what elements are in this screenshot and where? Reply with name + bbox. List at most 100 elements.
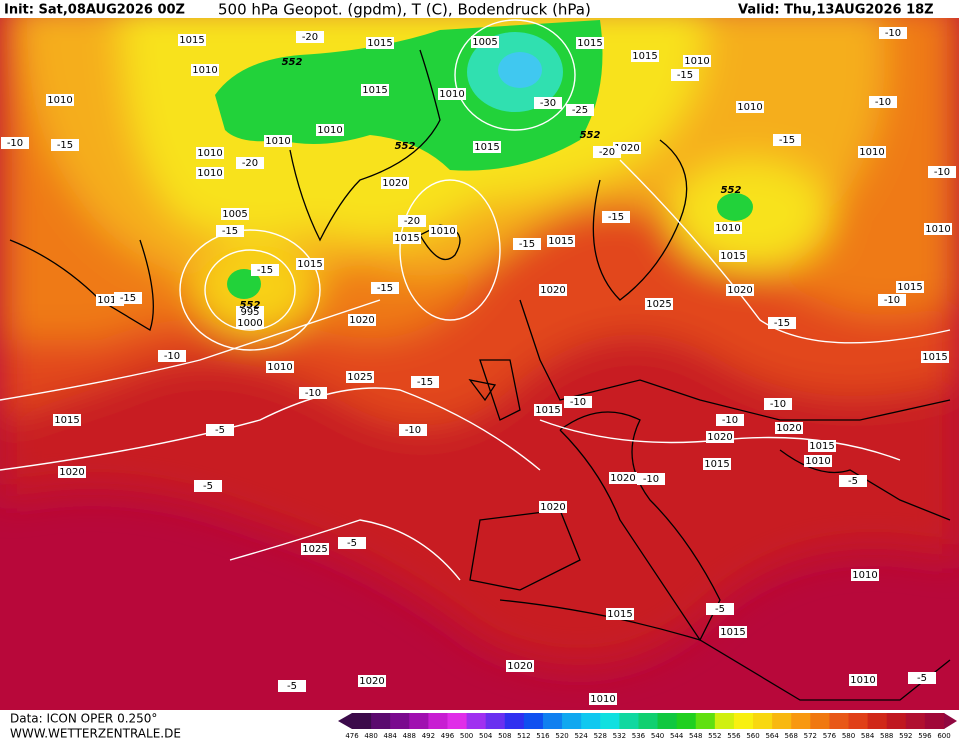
isobar-label: 1010 [805,456,830,467]
colorbar-label: 520 [555,732,568,740]
temperature-label-box [114,292,142,304]
isobar-label-box [429,225,457,237]
isobar-label: 1010 [925,224,950,235]
isobar-label: 1020 [359,676,384,687]
temperature-label-box [716,414,744,426]
isobar-label: 1010 [715,223,740,234]
isobar-label: 1010 [265,136,290,147]
isobar-label-box [236,306,264,318]
site-url: WWW.WETTERZENTRALE.DE [10,727,181,741]
isobar-label: 1015 [632,51,657,62]
colorbar-label: 492 [422,732,435,740]
isobar-label-box [296,258,324,270]
temperature-label-box [399,424,427,436]
colorbar-label: 584 [861,732,875,740]
temperature-label: -5 [203,481,213,492]
temperature-label-box [839,475,867,487]
colorbar-label: 548 [689,732,702,740]
isobar-label: 1015 [535,405,560,416]
temperature-label-box [637,473,665,485]
isobar-label-box [264,135,292,147]
geopotential-label: 552 [282,57,303,68]
isobar-label: 1020 [540,502,565,513]
temperature-label-box [602,211,630,223]
isobar-label: 1020 [507,661,532,672]
temperature-label: -15 [222,226,238,237]
isobar-label-box [539,501,567,513]
isobar-label: 1015 [897,282,922,293]
colorbar-label: 500 [460,732,473,740]
colorbar-label: 528 [594,732,607,740]
isobar-label-box [53,414,81,426]
isobar-label-box [58,466,86,478]
temperature-label: -25 [572,105,588,116]
colorbar-label: 504 [479,732,493,740]
temperature-label: -10 [934,167,950,178]
isobar-label-box [858,146,886,158]
temperature-label-box [411,376,439,388]
isobar-label-box [393,232,421,244]
temperature-label: -15 [257,265,273,276]
isobar-label: 1000 [237,318,262,329]
colorbar-swatch [409,713,429,729]
isobar-label-box [645,298,673,310]
isobar-label: 1015 [809,441,834,452]
temperature-label-box [296,31,324,43]
colorbar-label: 560 [746,732,759,740]
colorbar-swatch [753,713,773,729]
isobar-label: 1010 [267,362,292,373]
colorbar-label: 592 [899,732,912,740]
isobar-label-box [631,50,659,62]
temperature-label: -5 [848,476,858,487]
isobar-label: 1010 [590,694,615,705]
temperature-label-box [878,294,906,306]
isobar-label: 1020 [382,178,407,189]
isobar-label: 1010 [684,56,709,67]
temperature-label-box [278,680,306,692]
temperature-label-box [773,134,801,146]
isobar-label: 1020 [59,467,84,478]
temperature-label: -10 [885,28,901,39]
temperature-label-box [564,396,592,408]
map-field [0,0,959,710]
colorbar-swatch [810,713,830,729]
temperature-label-box [299,387,327,399]
isobar-label: 1015 [367,38,392,49]
temperature-label-box [671,69,699,81]
isobar-label: 1025 [347,372,372,383]
colorbar-label: 544 [670,732,684,740]
temperature-label: -10 [305,388,321,399]
isobar-label: 1015 [362,85,387,96]
isobar-label-box [849,674,877,686]
temperature-label-box [371,282,399,294]
isobar-label: 1010 [850,675,875,686]
colorbar-label: 540 [651,732,664,740]
temperature-label: -10 [405,425,421,436]
colorbar-swatch [619,713,639,729]
temperature-label-box [706,603,734,615]
colorbar-label: 516 [536,732,550,740]
temperature-label-box [869,96,897,108]
isobar-label-box [438,88,466,100]
temperature-label-box [236,157,264,169]
temperature-label-box [206,424,234,436]
temperature-label: -20 [242,158,258,169]
temperature-label-box [194,480,222,492]
isobar-label: 1005 [472,37,497,48]
colorbar-swatch [428,713,448,729]
colorbar-label: 564 [765,732,779,740]
colorbar-swatch [676,713,697,729]
colorbar-label: 568 [785,732,798,740]
temperature-label-box [398,215,426,227]
geopotential-label: 552 [395,141,416,152]
isobar-label-box [719,250,747,262]
temperature-label: -15 [519,239,535,250]
isobar-label-box [473,141,501,153]
colorbar-label: 600 [937,732,950,740]
colorbar-label: 484 [384,732,398,740]
temperature-label: -5 [347,538,357,549]
temperature-label-box [928,166,956,178]
colorbar-swatch [733,713,754,729]
isobar-label-box [358,675,386,687]
isobar-label: 1005 [222,209,247,220]
